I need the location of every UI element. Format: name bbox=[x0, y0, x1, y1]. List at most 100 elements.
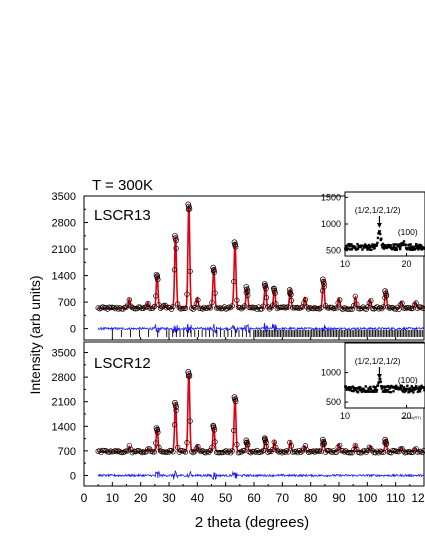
panel-lscr13: 0 700 1400 2100 2800 3500 LSCR13 500 1000 1500 10 2… bbox=[52, 191, 425, 341]
y-tick-label: 2800 bbox=[52, 372, 76, 384]
inset-point bbox=[383, 244, 387, 247]
observed-point bbox=[320, 438, 327, 445]
observed-point bbox=[372, 450, 379, 456]
inset-point bbox=[408, 387, 412, 390]
inset-point bbox=[382, 390, 385, 393]
inset-point bbox=[423, 246, 425, 249]
observed-point bbox=[333, 449, 340, 455]
observed-point bbox=[185, 206, 192, 213]
inset-point bbox=[389, 244, 392, 247]
observed-point bbox=[320, 436, 326, 443]
inset-point bbox=[403, 390, 406, 394]
observed-point bbox=[114, 304, 120, 311]
observed-point bbox=[232, 241, 238, 248]
inset-tiny-label: dkcoin(RT) bbox=[402, 415, 422, 420]
difference-line bbox=[97, 322, 424, 334]
observed-point bbox=[335, 444, 341, 450]
observed-point bbox=[321, 441, 327, 447]
observed-point bbox=[232, 396, 238, 403]
inset-point bbox=[411, 386, 415, 390]
observed-point bbox=[261, 435, 268, 442]
inset-point bbox=[374, 388, 377, 391]
observed-point bbox=[413, 300, 419, 306]
observed-point bbox=[357, 450, 363, 456]
inset-point bbox=[376, 384, 380, 387]
observed-point bbox=[98, 449, 104, 455]
inset-point bbox=[413, 388, 416, 391]
observed-point bbox=[120, 306, 126, 312]
inset-point bbox=[364, 243, 367, 246]
inset-point bbox=[399, 245, 402, 248]
observed-point bbox=[182, 305, 189, 311]
inset: 500 1000 1500 10 20 (1/2,1/2,1/2) (100) bbox=[321, 191, 425, 269]
temperature-label: T = 300K bbox=[92, 177, 153, 194]
inset-point bbox=[409, 243, 412, 246]
observed-point bbox=[260, 447, 267, 454]
observed-point bbox=[101, 447, 108, 454]
inset-point bbox=[395, 246, 398, 250]
inset-point bbox=[394, 243, 397, 246]
observed-point bbox=[115, 448, 122, 454]
observed-point bbox=[318, 305, 324, 311]
observed-point bbox=[416, 304, 422, 310]
inset: 500 1000 10 20 (1/2,1/2,1/2) (100) dkcoin(RT) bbox=[321, 342, 425, 421]
observed-point bbox=[270, 302, 276, 308]
observed-point bbox=[351, 302, 357, 309]
observed-point bbox=[207, 447, 214, 454]
observed-point bbox=[173, 245, 179, 251]
observed-point bbox=[287, 290, 293, 296]
observed-point bbox=[139, 305, 145, 312]
observed-point bbox=[140, 305, 147, 312]
inset-point bbox=[419, 387, 422, 390]
inset-point bbox=[373, 246, 376, 250]
inset-point bbox=[381, 385, 384, 389]
observed-point bbox=[244, 439, 250, 446]
inset-point bbox=[372, 390, 376, 393]
observed-point bbox=[187, 418, 193, 424]
observed-point bbox=[212, 290, 218, 296]
inset-point bbox=[367, 243, 371, 247]
observed-point bbox=[379, 306, 385, 312]
observed-point bbox=[377, 304, 383, 311]
observed-point bbox=[212, 439, 218, 445]
inset-point bbox=[381, 242, 385, 246]
observed-point bbox=[366, 444, 372, 450]
inset-point bbox=[401, 390, 405, 393]
observed-point bbox=[167, 448, 173, 454]
observed-point bbox=[399, 446, 405, 452]
observed-point bbox=[288, 297, 295, 304]
inset-point bbox=[350, 243, 353, 246]
observed-point bbox=[346, 306, 352, 312]
inset-point bbox=[350, 248, 354, 251]
y-tick-label: 3500 bbox=[52, 191, 76, 203]
observed-point bbox=[210, 424, 217, 431]
observed-point bbox=[231, 394, 238, 400]
observed-point bbox=[399, 300, 405, 306]
observed-point bbox=[382, 440, 388, 446]
observed-point bbox=[302, 297, 309, 303]
observed-point bbox=[321, 281, 327, 287]
observed-point bbox=[203, 450, 209, 456]
inset-point bbox=[395, 384, 398, 388]
inset-point bbox=[413, 247, 417, 251]
observed-point bbox=[224, 449, 231, 456]
inset-point bbox=[377, 380, 381, 384]
inset-point bbox=[347, 243, 351, 246]
observed-point bbox=[154, 429, 161, 436]
inset-arrowhead bbox=[376, 223, 382, 228]
inset-annotation-100: (100) bbox=[398, 375, 418, 385]
inset-point bbox=[423, 389, 425, 392]
observed-point bbox=[226, 448, 232, 454]
x-axis-label: 2 theta (degrees) bbox=[195, 514, 309, 531]
inset-point bbox=[380, 237, 383, 240]
y-tick-label: 700 bbox=[58, 446, 76, 458]
y-tick-label: 1400 bbox=[52, 421, 76, 433]
observed-point bbox=[100, 447, 106, 454]
observed-point bbox=[173, 237, 179, 244]
panel-lscr12: 0 700 1400 2100 2800 3500 LSCR12 500 1000 10 20 (1/… bbox=[52, 341, 425, 487]
inset-point bbox=[361, 248, 364, 251]
observed-point bbox=[418, 448, 424, 454]
observed-point bbox=[153, 440, 159, 446]
observed-point bbox=[382, 436, 389, 443]
